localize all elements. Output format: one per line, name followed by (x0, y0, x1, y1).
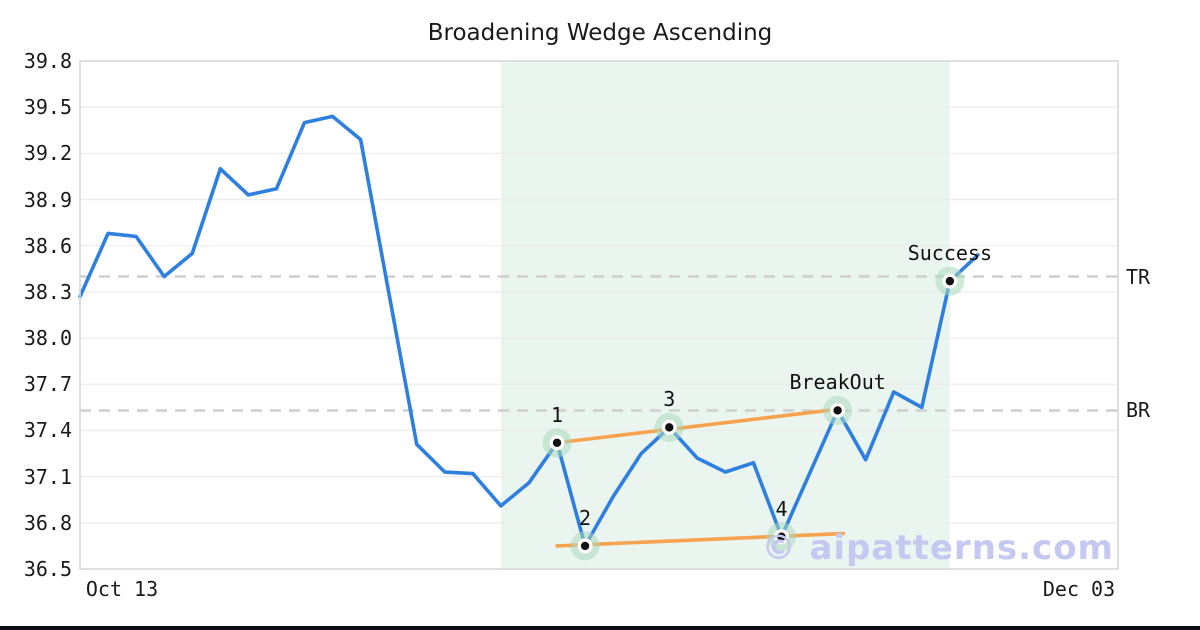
point-label-breakout: BreakOut (789, 370, 886, 395)
marker-dot (580, 541, 590, 551)
y-tick-label: 38.6 (23, 233, 72, 258)
y-tick-label: 38.3 (23, 279, 72, 304)
point-label-4: 4 (775, 496, 788, 521)
y-tick-label: 39.8 (23, 49, 72, 73)
y-tick-label: 39.5 (23, 95, 72, 120)
y-tick-label: 37.1 (23, 464, 72, 489)
bottom-accent-bar (0, 626, 1200, 630)
point-label-success: Success (907, 241, 993, 266)
marker-dot (777, 532, 786, 541)
watermark: © aipatterns.com (761, 528, 1114, 568)
y-tick-label: 36.5 (23, 557, 72, 581)
point-label-1: 1 (550, 402, 564, 427)
x-tick-oct13: Oct 13 (85, 577, 159, 601)
y-tick-label: 36.8 (23, 510, 72, 535)
marker-dot (833, 406, 842, 415)
target-level-label: TR (1126, 264, 1151, 289)
marker-dot (665, 423, 674, 432)
y-tick-label: 38.0 (23, 326, 72, 351)
y-tick-label: 38.9 (23, 187, 72, 212)
y-tick-label: 37.4 (23, 418, 72, 443)
breakout-level-label: BR (1126, 398, 1151, 423)
upper-trendline (555, 407, 843, 445)
pattern-highlight-region (500, 61, 950, 569)
point-label-2: 2 (579, 505, 592, 530)
price-line (78, 114, 980, 548)
x-tick-dec03: Dec 03 (1042, 577, 1116, 601)
plot-border (79, 60, 1119, 570)
marker-dot (945, 276, 955, 286)
point-label-3: 3 (663, 387, 676, 412)
marker-dot (552, 438, 562, 447)
chart-title: Broadening Wedge Ascending (427, 20, 773, 46)
y-tick-label: 37.7 (23, 372, 72, 397)
y-tick-label: 39.2 (23, 141, 72, 166)
